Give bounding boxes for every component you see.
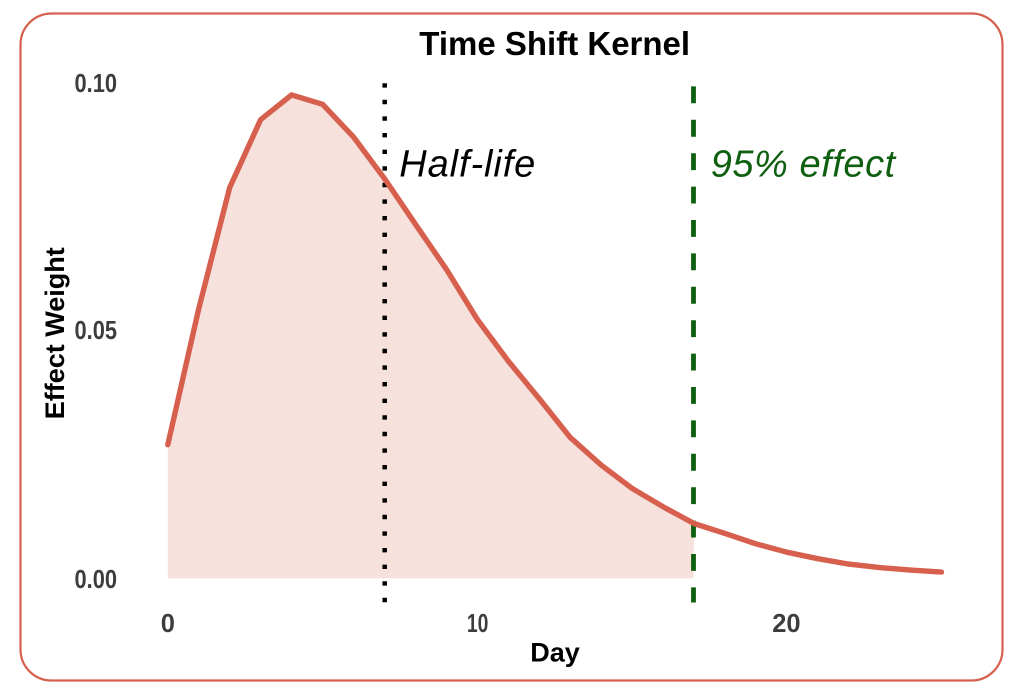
- svg-text:0.00: 0.00: [75, 566, 118, 594]
- svg-text:0: 0: [161, 610, 175, 638]
- svg-text:20: 20: [772, 610, 800, 638]
- svg-text:10: 10: [467, 610, 489, 638]
- svg-text:Day: Day: [530, 637, 580, 667]
- svg-text:95% effect: 95% effect: [711, 144, 897, 186]
- svg-text:Half-life: Half-life: [399, 144, 536, 186]
- svg-text:Time Shift Kernel: Time Shift Kernel: [419, 25, 690, 62]
- svg-text:0.10: 0.10: [75, 70, 118, 98]
- svg-text:0.05: 0.05: [75, 317, 118, 345]
- svg-text:Effect Weight: Effect Weight: [40, 247, 70, 419]
